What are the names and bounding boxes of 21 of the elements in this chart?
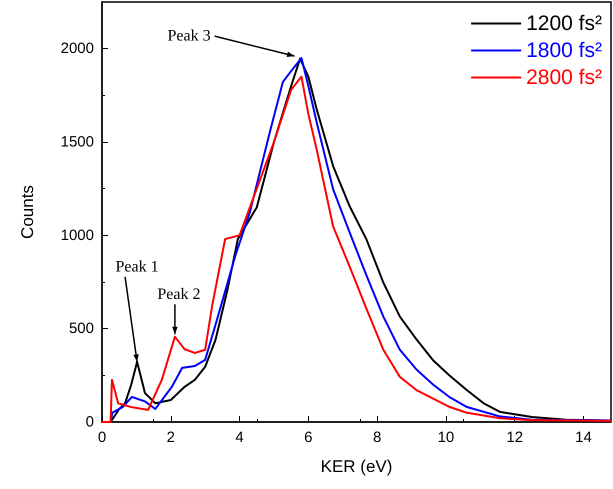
x-tick-label: 4: [235, 429, 244, 446]
x-axis-title: KER (eV): [320, 457, 392, 476]
x-tick-label: 0: [98, 429, 106, 446]
legend-label: 2800 fs²: [526, 66, 602, 89]
annotation: Peak 1: [116, 258, 159, 276]
y-axis-title: Counts: [18, 185, 37, 239]
y-tick-label: 1000: [60, 226, 94, 244]
x-tick-label: 2: [166, 429, 175, 446]
annotation: Peak 3: [167, 28, 211, 45]
legend-label: 1200 fs²: [526, 12, 602, 35]
y-tick-label: 2000: [60, 40, 94, 58]
x-tick-label: 8: [372, 429, 382, 446]
x-tick-label: 6: [304, 429, 313, 446]
x-tick-label: 12: [506, 429, 524, 446]
y-tick-label: 1500: [60, 134, 94, 150]
annotation: Peak 2: [157, 286, 200, 303]
y-tick-label: 0: [86, 414, 94, 430]
x-tick-label: 10: [438, 429, 454, 446]
legend-label: 1800 fs²: [526, 39, 602, 62]
y-tick-label: 500: [68, 320, 94, 338]
x-tick-label: 14: [575, 429, 592, 446]
